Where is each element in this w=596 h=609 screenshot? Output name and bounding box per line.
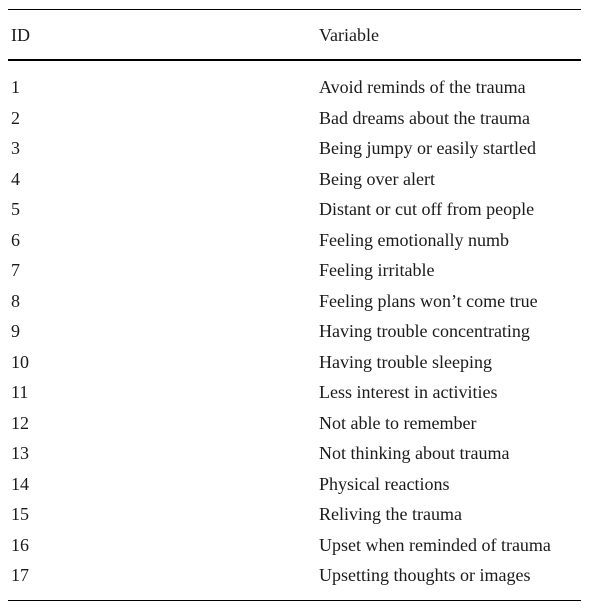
row-variable: Feeling emotionally numb <box>319 229 509 250</box>
row-variable: Feeling plans won’t come true <box>319 290 538 311</box>
row-variable: Not able to remember <box>319 412 477 433</box>
table-row: 14 Physical reactions <box>8 470 581 501</box>
row-id: 10 <box>11 351 29 372</box>
table-row: 12 Not able to remember <box>8 409 581 440</box>
table-row: 17 Upsetting thoughts or images <box>8 561 581 592</box>
row-variable: Reliving the trauma <box>319 504 462 524</box>
row-id: 16 <box>11 534 29 555</box>
table-row: 1 Avoid reminds of the trauma <box>8 73 581 104</box>
row-variable: Feeling irritable <box>319 260 435 280</box>
row-id: 6 <box>11 229 20 250</box>
row-variable: Physical reactions <box>319 473 450 494</box>
row-variable: Being over alert <box>319 168 435 189</box>
row-id: 5 <box>11 199 20 219</box>
row-variable: Less interest in activities <box>319 382 498 402</box>
row-variable: Having trouble sleeping <box>319 351 492 372</box>
header-id: ID <box>11 25 30 45</box>
row-variable: Distant or cut off from people <box>319 199 535 219</box>
row-id: 12 <box>11 412 29 433</box>
row-id: 3 <box>11 138 20 158</box>
table-row: 16 Upset when reminded of trauma <box>8 531 581 562</box>
table-top-rule <box>8 9 581 10</box>
table-row: 13 Not thinking about trauma <box>8 439 581 470</box>
row-id: 14 <box>11 473 29 494</box>
table-header-row: ID Variable <box>8 10 581 59</box>
row-variable: Avoid reminds of the trauma <box>319 77 526 97</box>
table-body: 1 Avoid reminds of the trauma 2 Bad dreams … <box>8 61 581 600</box>
header-variable: Variable <box>319 25 379 45</box>
table-row: 7 Feeling irritable <box>8 256 581 287</box>
row-variable: Bad dreams about the trauma <box>319 107 530 128</box>
table-row: 8 Feeling plans won’t come true <box>8 287 581 318</box>
table-row: 2 Bad dreams about the trauma <box>8 104 581 135</box>
row-id: 7 <box>11 260 20 280</box>
row-id: 8 <box>11 290 20 311</box>
row-id: 11 <box>11 382 29 402</box>
row-id: 13 <box>11 443 29 463</box>
table-row: 5 Distant or cut off from people <box>8 195 581 226</box>
table-row: 15 Reliving the trauma <box>8 500 581 531</box>
table-row: 4 Being over alert <box>8 165 581 196</box>
table-row: 3 Being jumpy or easily startled <box>8 134 581 165</box>
row-variable: Being jumpy or easily startled <box>319 138 536 158</box>
row-id: 4 <box>11 168 20 189</box>
row-id: 9 <box>11 321 20 341</box>
variables-table: ID Variable 1 Avoid reminds of the trauma… <box>8 9 581 601</box>
row-variable: Upsetting thoughts or images <box>319 565 531 585</box>
row-variable: Not thinking about trauma <box>319 443 510 463</box>
row-id: 1 <box>11 77 20 97</box>
row-id: 17 <box>11 565 29 585</box>
row-variable: Having trouble concentrating <box>319 321 530 341</box>
table-row: 9 Having trouble concentrating <box>8 317 581 348</box>
table-header-rule <box>8 59 581 61</box>
table-row: 6 Feeling emotionally numb <box>8 226 581 257</box>
row-id: 15 <box>11 504 29 524</box>
table-row: 11 Less interest in activities <box>8 378 581 409</box>
table-row: 10 Having trouble sleeping <box>8 348 581 379</box>
table-bottom-rule <box>8 599 581 601</box>
row-variable: Upset when reminded of trauma <box>319 534 551 555</box>
row-id: 2 <box>11 107 20 128</box>
